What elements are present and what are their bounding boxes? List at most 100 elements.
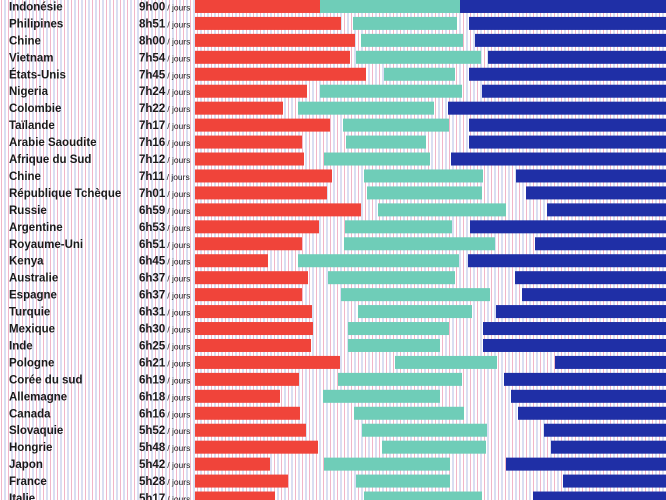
bar-red [195,440,318,454]
time-label: 6h16/ jours [139,408,190,420]
stripe [148,0,149,500]
bar-blue [469,16,666,30]
time-label: 6h37/ jours [139,290,190,302]
bar-red [195,389,280,403]
country-label: République Tchèque [9,188,121,200]
bar-teal [378,203,506,217]
bar-teal [345,220,452,234]
bar-red [195,406,300,420]
bar-blue [482,84,666,98]
time-label: 7h54/ jours [139,52,190,64]
time-label: 6h18/ jours [139,391,190,403]
bar-teal [344,237,495,251]
bar-red [195,491,275,500]
stripe [36,0,37,500]
country-label: Turquie [9,307,50,319]
bar-blue [535,237,666,251]
stripe [309,0,310,500]
bar-red [195,220,319,234]
time-label: 6h19/ jours [139,374,190,386]
bar-blue [470,220,666,234]
country-label: Australie [9,273,58,285]
stripe [169,0,170,500]
country-label: Corée du sud [9,374,82,386]
bar-red [195,84,307,98]
bar-blue [555,355,666,369]
bar-teal [395,355,497,369]
stripe [190,0,191,500]
bar-teal [348,338,440,352]
stripe [74,0,76,500]
bar-red [195,0,320,13]
bar-teal [323,389,440,403]
country-label: Colombie [9,103,61,115]
stripe [179,0,181,500]
time-label: 7h11/ jours [139,171,190,183]
stripe [505,0,506,500]
bar-blue [551,440,666,454]
bar-teal [358,305,472,319]
stripe [46,0,48,500]
stripe [78,0,79,500]
country-label: Indonésie [9,1,63,13]
bar-blue [460,0,666,13]
country-label: Nigeria [9,86,49,98]
stripe [515,0,517,500]
time-label: 7h17/ jours [139,120,190,132]
stripe [53,0,55,500]
stripe [109,0,111,500]
stripe [326,0,328,500]
bar-red [195,33,355,47]
time-label: 7h12/ jours [139,154,190,166]
stripe [501,0,503,500]
time-label: 6h37/ jours [139,273,190,285]
stripe [4,0,6,500]
bar-red [195,152,304,166]
bar-blue [522,288,666,302]
stripe [29,0,30,500]
stripe [526,0,527,500]
bar-red [195,169,332,183]
bar-teal [320,84,462,98]
bar-teal [348,322,449,336]
country-label: Pologne [9,357,54,369]
stripe [155,0,156,500]
bar-blue [483,322,666,336]
bar-red [195,457,270,471]
bar-blue [475,33,666,47]
country-label: Italie [9,493,35,500]
bar-red [195,288,302,302]
stripe [127,0,128,500]
bar-blue [516,169,666,183]
stripe [176,0,177,500]
bar-teal [361,33,463,47]
country-label: Russie [9,205,47,217]
bar-red [195,423,306,437]
bar-teal [362,423,487,437]
time-label: 6h31/ jours [139,307,190,319]
stripe [32,0,34,500]
stripe [162,0,163,500]
bar-red [195,237,302,251]
bar-teal [356,50,481,64]
country-label: Canada [9,408,51,420]
stripe [67,0,69,500]
stripe [102,0,104,500]
country-label: Taïlande [9,120,55,132]
stripe [165,0,167,500]
stripe [39,0,41,500]
bar-red [195,305,312,319]
country-label: Allemagne [9,391,67,403]
bar-red [195,67,366,81]
labels-group: Indonésie 9h00/ jours Philipines 8h51/ jour… [9,1,190,500]
country-label: Mexique [9,324,55,336]
stripe [330,0,331,500]
country-label: Slovaquie [9,425,63,437]
bar-teal [364,169,483,183]
bar-red [195,474,288,488]
time-label: 6h25/ jours [139,340,190,352]
time-label: 5h17/ jours [139,493,190,500]
bar-blue [468,254,666,268]
bar-teal [320,0,460,13]
